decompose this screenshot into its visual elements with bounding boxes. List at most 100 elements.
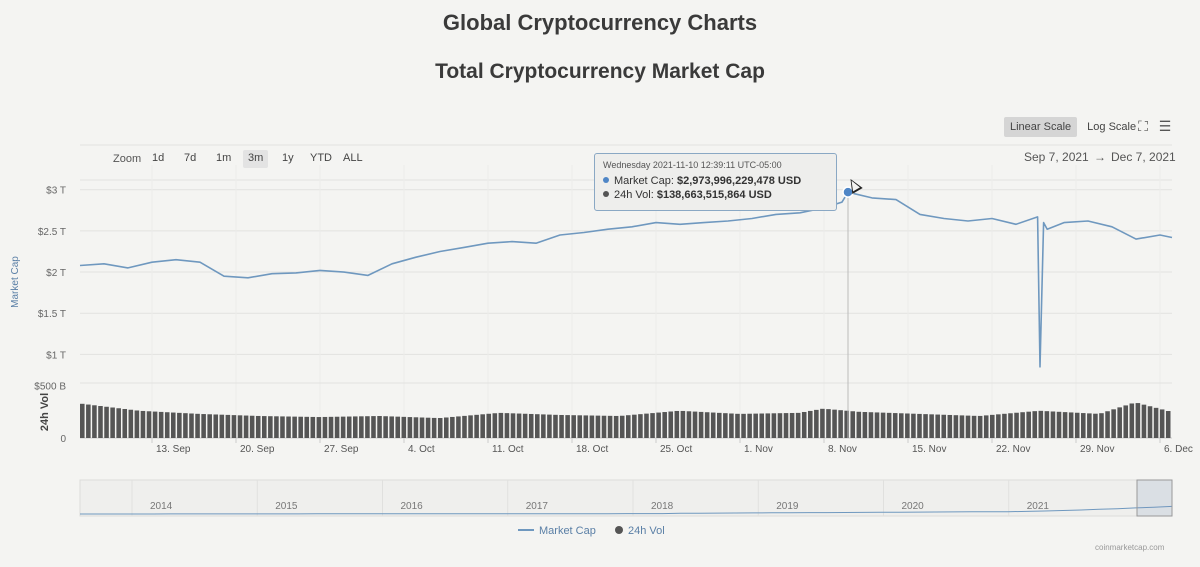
range-to-input[interactable]: Dec 7, 2021 — [1111, 150, 1176, 164]
volume-bar — [498, 412, 504, 438]
volume-bar — [638, 414, 643, 438]
volume-bar — [838, 410, 843, 438]
volume-bar — [929, 414, 934, 438]
scale-toggle: Linear Scale Log Scale — [1004, 117, 1142, 137]
volume-bar — [146, 411, 152, 438]
volume-bar — [98, 406, 103, 438]
volume-bar — [789, 412, 795, 438]
volume-bar — [316, 417, 322, 438]
volume-bar — [322, 416, 328, 438]
volume-bar — [923, 414, 928, 438]
volume-bar — [171, 412, 176, 438]
volume-bar — [1068, 412, 1074, 438]
dot-swatch-icon — [615, 526, 623, 534]
zoom-1m-button[interactable]: 1m — [216, 152, 232, 164]
volume-bar — [1014, 412, 1019, 438]
tooltip-vol-value: $138,663,515,864 USD — [656, 189, 772, 201]
volume-bar — [340, 416, 346, 438]
hamburger-menu-icon[interactable]: ☰ — [1158, 118, 1172, 134]
volume-bar — [413, 417, 419, 438]
volume-bar — [522, 413, 528, 438]
volume-bar — [801, 411, 807, 438]
volume-bar — [971, 415, 977, 438]
volume-bar — [450, 416, 455, 438]
y-tick-label: $3 T — [46, 186, 66, 197]
tooltip-market-cap-label: Market Cap: — [614, 175, 674, 187]
volume-bar — [122, 408, 128, 438]
legend-market-cap[interactable]: Market Cap — [518, 525, 596, 537]
volume-bar — [874, 412, 880, 438]
volume-bar — [1135, 403, 1141, 438]
volume-bar — [1117, 407, 1122, 438]
volume-bar — [371, 416, 376, 438]
navigator-year-label: 2021 — [1027, 501, 1050, 512]
volume-bar — [626, 415, 631, 438]
volume-bar — [134, 410, 140, 438]
linear-scale-button[interactable]: Linear Scale — [1004, 117, 1078, 137]
volume-bar — [911, 413, 916, 438]
range-from-input[interactable]: Sep 7, 2021 — [1024, 150, 1089, 164]
volume-bar — [189, 413, 194, 438]
volume-bar — [249, 415, 255, 438]
x-tick-label: 13. Sep — [156, 444, 191, 455]
volume-bar — [953, 415, 959, 438]
volume-bar — [1056, 411, 1062, 438]
fullscreen-icon[interactable]: ⛶ — [1138, 118, 1148, 134]
line-swatch-icon — [518, 529, 534, 531]
navigator-selection — [1136, 479, 1173, 517]
volume-bar — [292, 416, 297, 438]
x-tick-label: 15. Nov — [912, 444, 946, 455]
volume-bar — [1093, 413, 1098, 438]
volume-bar — [462, 415, 467, 438]
volume-bar — [662, 412, 667, 438]
zoom-1d-button[interactable]: 1d — [152, 152, 165, 164]
volume-bar — [547, 414, 552, 438]
volume-bar — [183, 413, 188, 438]
volume-bar — [777, 413, 783, 438]
navigator-year-label: 2015 — [275, 501, 298, 512]
volume-bar — [1159, 409, 1165, 438]
volume-bar — [710, 412, 716, 438]
volume-bar — [1141, 404, 1147, 438]
legend-vol-label: 24h Vol — [628, 525, 665, 537]
volume-bar — [286, 416, 291, 438]
volume-bar — [486, 413, 492, 438]
vol-axis-title: 24h Vol — [39, 393, 51, 431]
y-tick-label: $2.5 T — [38, 227, 66, 238]
x-tick-label: 20. Sep — [240, 444, 275, 455]
volume-bar — [747, 413, 752, 438]
volume-bar — [528, 413, 534, 438]
volume-bar — [644, 413, 649, 438]
volume-bar — [262, 416, 267, 438]
volume-bar — [444, 417, 449, 438]
volume-bar — [947, 414, 953, 438]
volume-bar — [231, 415, 237, 438]
zoom-1y-button[interactable]: 1y — [282, 152, 294, 164]
volume-bar — [225, 414, 231, 438]
navigator — [79, 479, 1173, 517]
log-scale-button[interactable]: Log Scale — [1087, 121, 1137, 133]
volume-bar — [899, 413, 904, 438]
zoom-ytd-button[interactable]: YTD — [310, 152, 332, 164]
volume-bar — [1153, 407, 1159, 438]
volume-bar — [1087, 413, 1092, 438]
legend-vol[interactable]: 24h Vol — [615, 525, 665, 537]
zoom-all-button[interactable]: ALL — [343, 152, 363, 164]
legend: Market Cap 24h Vol — [0, 525, 1200, 541]
zoom-7d-button[interactable]: 7d — [184, 152, 197, 164]
volume-bar — [86, 404, 91, 438]
volume-bar — [237, 415, 243, 438]
volume-bar — [395, 416, 401, 438]
vol-tick-label: $500 B — [34, 382, 66, 393]
volume-bar — [377, 416, 382, 438]
volume-bar — [656, 412, 661, 438]
volume-bar — [905, 413, 910, 438]
tooltip-market-cap-value: $2,973,996,229,478 USD — [676, 175, 802, 187]
volume-bar — [516, 413, 522, 438]
credits: coinmarketcap.com — [1095, 543, 1165, 552]
zoom-3m-button[interactable]: 3m — [243, 150, 269, 168]
volume-bar — [304, 416, 310, 438]
volume-bar — [535, 414, 540, 438]
volume-bar — [1038, 410, 1044, 438]
